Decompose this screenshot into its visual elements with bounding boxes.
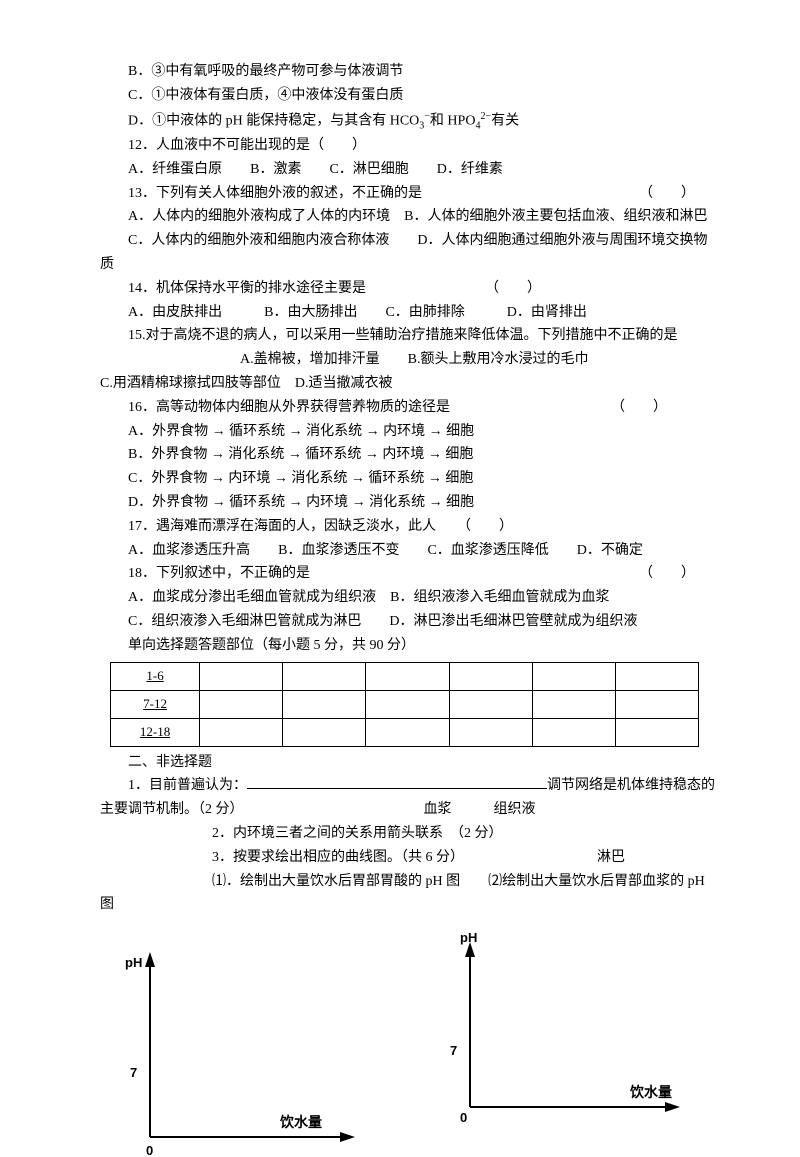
table-row: 7-12 — [111, 690, 699, 718]
answer-cell[interactable] — [200, 690, 283, 718]
y-axis-label: pH — [460, 930, 477, 945]
blank-line[interactable] — [247, 775, 547, 789]
chart-area: pH 7 0 饮水量 pH 7 0 饮水量 — [100, 927, 720, 1157]
ph-chart-left: pH 7 0 饮水量 — [110, 927, 390, 1157]
answer-cell[interactable] — [283, 690, 366, 718]
s2-q2: 2．内环境三者之间的关系用箭头联系 （2 分） — [100, 822, 720, 846]
q12-options: A．纤维蛋白原 B．激素 C．淋巴细胞 D．纤维素 — [100, 158, 720, 182]
q13-stem: 13．下列有关人体细胞外液的叙述，不正确的是 （ ） — [100, 182, 720, 206]
y-arrow-icon — [145, 952, 155, 967]
q17-stem: 17．遇海难而漂浮在海面的人，因缺乏淡水，此人 （ ） — [100, 515, 720, 539]
option-d-mid: 和 HPO — [430, 113, 476, 128]
q18-option-ab: A．血浆成分渗出毛细血管就成为组织液 B．组织液渗入毛细血管就成为血浆 — [100, 586, 720, 610]
answer-cell[interactable] — [449, 718, 532, 746]
q16-option-c: C．外界食物 → 内环境 → 消化系统 → 循环系统 → 细胞 — [100, 467, 720, 491]
answer-cell[interactable] — [449, 662, 532, 690]
q12-stem: 12．人血液中不可能出现的是（ ） — [100, 134, 720, 158]
table-row: 12-18 — [111, 718, 699, 746]
answer-cell[interactable] — [615, 690, 698, 718]
q11-option-c: C．①中液体有蛋白质，④中液体没有蛋白质 — [100, 84, 720, 108]
answer-table: 1-6 7-12 12-18 — [110, 662, 699, 747]
answer-cell[interactable] — [532, 690, 615, 718]
q14-stem: 14．机体保持水平衡的排水途径主要是 （ ） — [100, 277, 720, 301]
s2-q1: 1．目前普遍认为：调节网络是机体维持稳态的主要调节机制。（2 分）血浆 组织液 — [100, 774, 720, 822]
s2q1-prefix: 1．目前普遍认为： — [128, 778, 247, 793]
q13-option-cd: C．人体内的细胞外液和细胞内液合称体液 D．人体内细胞通过细胞外液与周围环境交换… — [100, 229, 720, 277]
x-arrow-icon — [340, 1132, 355, 1142]
y-tick-7: 7 — [450, 1043, 457, 1058]
document-body: B．③中有氧呼吸的最终产物可参与体液调节 C．①中液体有蛋白质，④中液体没有蛋白… — [100, 60, 720, 1157]
y-tick-7: 7 — [130, 1065, 137, 1080]
option-d-prefix: D．①中液体的 pH 能保持稳定，与其含有 HCO — [128, 113, 419, 128]
answer-cell[interactable] — [532, 662, 615, 690]
answer-cell[interactable] — [283, 718, 366, 746]
answer-cell[interactable] — [532, 718, 615, 746]
row-label: 7-12 — [111, 690, 200, 718]
q11-option-b: B．③中有氧呼吸的最终产物可参与体液调节 — [100, 60, 720, 84]
row-label: 1-6 — [111, 662, 200, 690]
q15-option-cd: C.用酒精棉球擦拭四肢等部位 D.适当撤减衣被 — [100, 372, 720, 396]
sup-2: 2− — [480, 111, 491, 122]
q16-option-b: B．外界食物 → 消化系统 → 循环系统 → 内环境 → 细胞 — [100, 443, 720, 467]
section-2-header: 二、非选择题 — [100, 751, 720, 775]
answer-cell[interactable] — [615, 662, 698, 690]
answer-cell[interactable] — [615, 718, 698, 746]
answer-cell[interactable] — [449, 690, 532, 718]
x-axis-label: 饮水量 — [279, 1114, 322, 1131]
q16-option-a: A．外界食物 → 循环系统 → 消化系统 → 内环境 → 细胞 — [100, 420, 720, 444]
q18-option-cd: C．组织液渗入毛细淋巴管就成为淋巴 D．淋巴渗出毛细淋巴管壁就成为组织液 — [100, 610, 720, 634]
q16-stem: 16．高等动物体内细胞从外界获得营养物质的途径是 （ ） — [100, 396, 720, 420]
answer-section-header: 单向选择题答题部位（每小题 5 分，共 90 分） — [100, 634, 720, 658]
origin-label: 0 — [460, 1110, 467, 1125]
x-arrow-icon — [665, 1102, 680, 1112]
answer-cell[interactable] — [366, 662, 449, 690]
row-label: 12-18 — [111, 718, 200, 746]
q18-stem: 18．下列叙述中，不正确的是 （ ） — [100, 562, 720, 586]
y-axis-label: pH — [125, 955, 142, 970]
q13-option-ab: A．人体内的细胞外液构成了人体的内环境 B．人体的细胞外液主要包括血液、组织液和… — [100, 205, 720, 229]
q15-stem: 15.对于高烧不退的病人，可以采用一些辅助治疗措施来降低体温。下列措施中不正确的… — [100, 324, 720, 348]
q16-option-d: D．外界食物 → 循环系统 → 内环境 → 消化系统 → 细胞 — [100, 491, 720, 515]
q11-option-d: D．①中液体的 pH 能保持稳定，与其含有 HCO3−和 HPO42−有关 — [100, 108, 720, 134]
answer-cell[interactable] — [200, 718, 283, 746]
answer-cell[interactable] — [366, 718, 449, 746]
option-d-suffix: 有关 — [491, 113, 519, 128]
q17-options: A．血浆渗透压升高 B．血浆渗透压不变 C．血浆渗透压降低 D．不确定 — [100, 539, 720, 563]
table-row: 1-6 — [111, 662, 699, 690]
q14-options: A．由皮肤排出 B．由大肠排出 C．由肺排除 D．由肾排出 — [100, 301, 720, 325]
q15-option-ab: A.盖棉被，增加排汗量 B.额头上敷用冷水浸过的毛巾 — [100, 348, 720, 372]
ph-chart-right: pH 7 0 饮水量 — [410, 927, 710, 1157]
answer-cell[interactable] — [200, 662, 283, 690]
s2-q3-sub: ⑴．绘制出大量饮水后胃部胃酸的 pH 图 ⑵绘制出大量饮水后胃部血浆的 pH 图 — [100, 870, 720, 918]
answer-cell[interactable] — [283, 662, 366, 690]
s2-q3: 3．按要求绘出相应的曲线图。（共 6 分） 淋巴 — [100, 846, 720, 870]
s2q1-labels: 血浆 组织液 — [424, 802, 536, 817]
origin-label: 0 — [146, 1143, 153, 1157]
x-axis-label: 饮水量 — [629, 1084, 672, 1101]
answer-cell[interactable] — [366, 690, 449, 718]
